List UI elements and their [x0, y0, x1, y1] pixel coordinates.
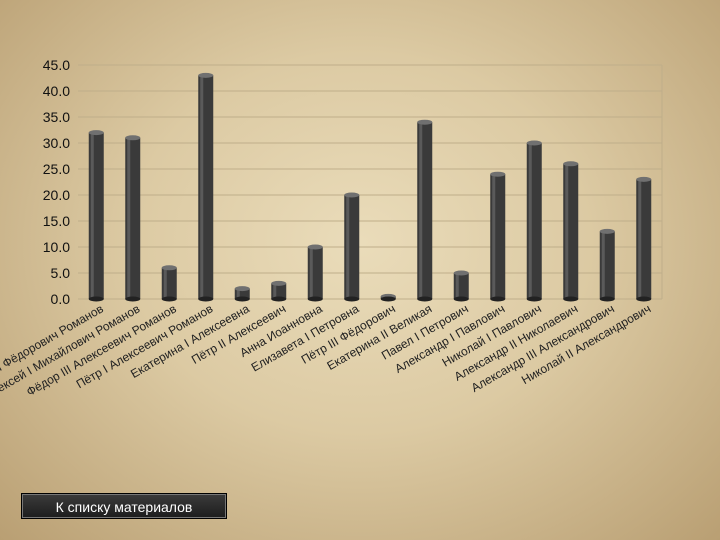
- bar-cap: [161, 265, 177, 271]
- bar-base: [636, 296, 652, 302]
- bars-layer: [88, 72, 652, 302]
- bar-base: [161, 296, 177, 302]
- bar-base: [526, 296, 542, 302]
- bar-body: [234, 288, 250, 299]
- bar: [636, 176, 652, 302]
- y-tick-label: 25.0: [43, 161, 70, 177]
- bar-base: [380, 296, 396, 302]
- bar: [125, 135, 141, 302]
- bar: [490, 171, 506, 302]
- grid-layer: [78, 64, 663, 300]
- bar-cap: [526, 140, 542, 146]
- bar-base: [271, 296, 287, 302]
- bar-cap: [417, 119, 433, 125]
- bar-highlight: [163, 267, 167, 299]
- y-tick-label: 5.0: [51, 265, 71, 281]
- bar-cap: [88, 130, 104, 136]
- bar-highlight: [565, 163, 569, 299]
- bar-cap: [198, 72, 214, 78]
- y-tick-label: 0.0: [51, 291, 71, 307]
- bar-base: [198, 296, 214, 302]
- bar-highlight: [419, 122, 423, 299]
- bar-highlight: [90, 132, 94, 299]
- bar-base: [125, 296, 141, 302]
- bar-cap: [490, 171, 506, 177]
- bar-base: [490, 296, 506, 302]
- bar: [161, 265, 177, 302]
- bar-base: [88, 296, 104, 302]
- bar-cap: [344, 192, 360, 198]
- bar-cap: [271, 280, 287, 286]
- bar: [234, 286, 250, 302]
- bar-highlight: [601, 231, 605, 299]
- bar-cap: [453, 270, 469, 276]
- bar-highlight: [200, 75, 204, 300]
- y-tick-label: 15.0: [43, 213, 70, 229]
- bar: [453, 270, 469, 302]
- bar-highlight: [455, 273, 459, 299]
- y-tick-label: 20.0: [43, 187, 70, 203]
- bar-cap: [636, 176, 652, 182]
- bar-highlight: [273, 283, 277, 299]
- bar-highlight: [638, 179, 642, 299]
- bar: [599, 228, 615, 302]
- bar-cap: [563, 161, 579, 167]
- bar-base: [344, 296, 360, 302]
- bar-base: [307, 296, 323, 302]
- bar-cap: [307, 244, 323, 250]
- bar: [526, 140, 542, 302]
- bar: [88, 130, 104, 302]
- y-tick-label: 35.0: [43, 109, 70, 125]
- bar-highlight: [236, 288, 240, 299]
- bar: [380, 293, 396, 302]
- bar-base: [453, 296, 469, 302]
- bar-base: [234, 296, 250, 302]
- y-tick-label: 40.0: [43, 83, 70, 99]
- bar: [271, 280, 287, 302]
- bar: [563, 161, 579, 302]
- bar-highlight: [492, 174, 496, 299]
- bar-cap: [599, 228, 615, 234]
- bar: [344, 192, 360, 302]
- bar: [307, 244, 323, 302]
- back-to-materials-button[interactable]: К списку материалов: [22, 494, 226, 518]
- bar-base: [417, 296, 433, 302]
- y-tick-label: 10.0: [43, 239, 70, 255]
- bar: [198, 72, 214, 302]
- bar-highlight: [346, 195, 350, 299]
- bar-cap: [125, 135, 141, 141]
- y-tick-label: 30.0: [43, 135, 70, 151]
- bar-highlight: [528, 143, 532, 299]
- y-axis-ticks: 0.0 5.0 10.0 15.0 20.0 25.0 30.0 35.0 40.0 45.0: [43, 57, 70, 307]
- bar: [417, 119, 433, 302]
- bar-highlight: [127, 137, 131, 299]
- bar-cap: [234, 286, 250, 292]
- y-tick-label: 45.0: [43, 57, 70, 73]
- bar-highlight: [309, 247, 313, 299]
- bar-base: [563, 296, 579, 302]
- bar-base: [599, 296, 615, 302]
